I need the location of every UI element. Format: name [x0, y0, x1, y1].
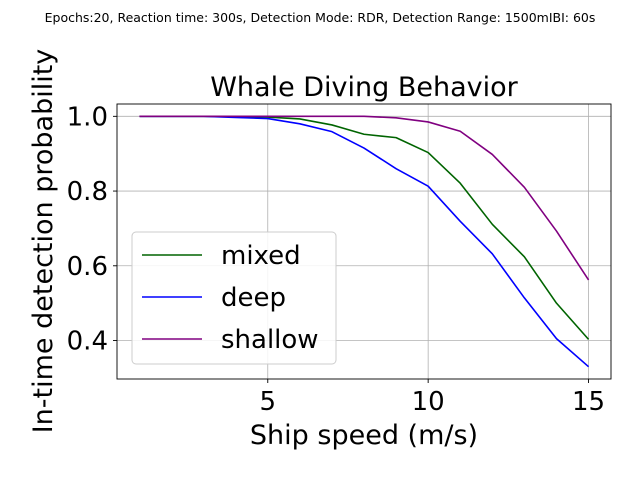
legend-label-deep: deep [221, 283, 286, 313]
y-tick-label: 0.4 [67, 327, 108, 357]
y-tick-label: 1.0 [67, 102, 108, 132]
legend-label-mixed: mixed [221, 241, 301, 271]
y-tick-label: 0.8 [67, 177, 108, 207]
x-tick-label: 5 [259, 387, 276, 417]
x-tick-label: 10 [412, 387, 445, 417]
chart-title: Whale Diving Behavior [210, 72, 518, 103]
legend-label-shallow: shallow [221, 325, 319, 355]
legend-box [131, 231, 337, 365]
y-tick-label: 0.6 [67, 252, 108, 282]
x-axis-label: Ship speed (m/s) [250, 420, 478, 451]
y-axis-label: In-time detection probability [28, 49, 59, 434]
series-line-shallow [139, 115, 590, 281]
plot-frame [116, 103, 612, 380]
x-tick-label: 15 [572, 387, 605, 417]
figure-suptitle: Epochs:20, Reaction time: 300s, Detectio… [45, 10, 596, 25]
